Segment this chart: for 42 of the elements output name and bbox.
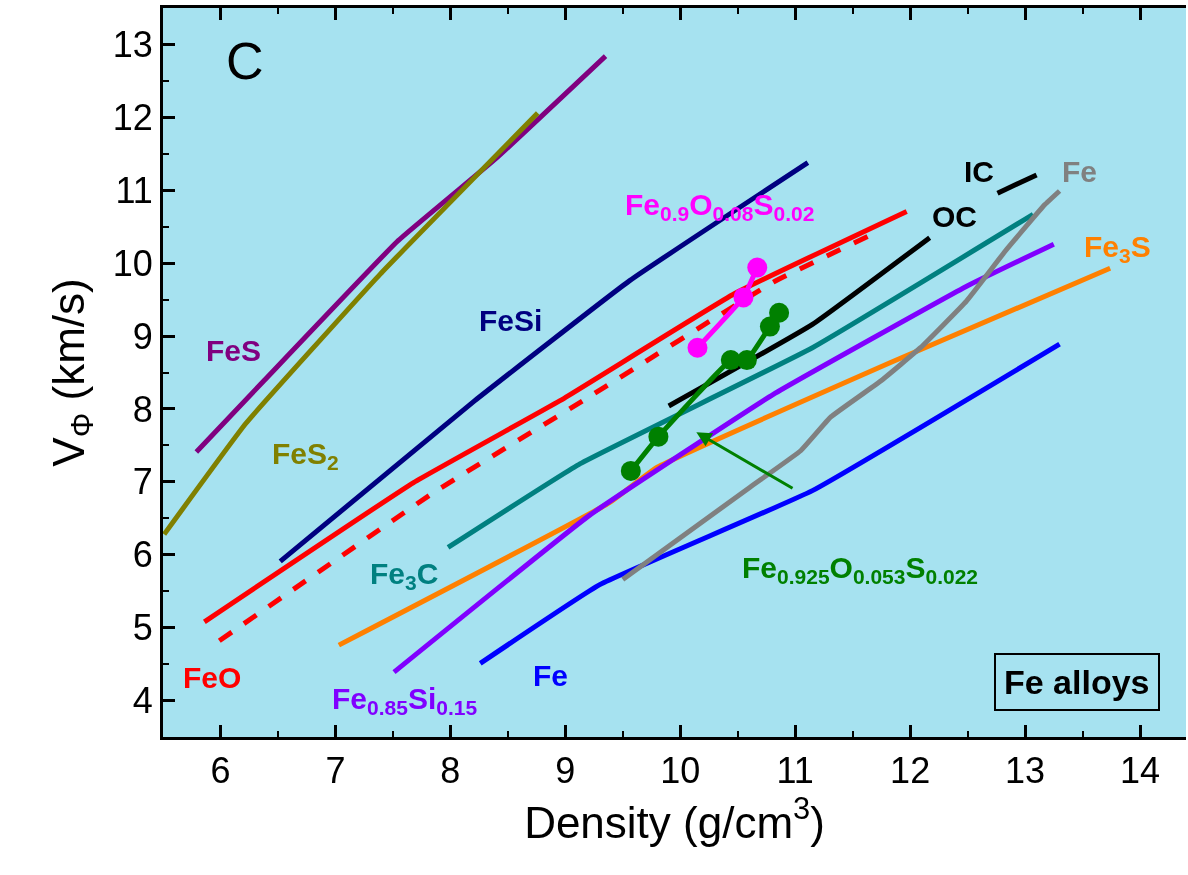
series-label: OC (932, 200, 977, 233)
text: Fe$_{0.925}$O$_{0.053}$S$_{0.022}$ (742, 551, 979, 589)
point (759, 316, 780, 337)
y-tick-label: 7 (132, 461, 153, 503)
point (648, 426, 669, 447)
annotation: C (226, 32, 264, 90)
series-label: Fe (533, 659, 569, 692)
series-label: IC (964, 155, 994, 188)
x-tick-label: 6 (210, 750, 231, 792)
point (687, 337, 708, 358)
y-tick-label: 11 (115, 169, 153, 211)
series-label: Fe$_{3}$C (370, 557, 439, 595)
series-label: FeO (183, 661, 242, 694)
point (747, 257, 768, 278)
y-tick-label: 4 (132, 680, 153, 722)
y-tick-label: 12 (112, 96, 153, 138)
x-tick-label: 9 (555, 750, 576, 792)
series-label: FeS (206, 334, 262, 367)
x-axis-title: Density (g/cm$^{3}$) (524, 791, 825, 847)
y-tick-label: 6 (132, 534, 153, 576)
x-tick-label: 8 (440, 750, 461, 792)
series-label: Fe$_{0.85}$Si$_{0.15}$ (332, 682, 478, 720)
y-tick-label: 9 (132, 315, 153, 357)
y-tick-label: 5 (132, 607, 153, 649)
series-label: Fe (1062, 155, 1098, 188)
x-tick-label: 12 (890, 750, 931, 792)
series-label: Fe$_{3}$S (1084, 230, 1151, 268)
point (733, 287, 754, 308)
point (620, 460, 641, 481)
point (736, 350, 757, 371)
y-tick-label: 10 (112, 242, 153, 284)
y-tick-label: 8 (132, 388, 153, 430)
x-tick-label: 13 (1005, 750, 1046, 792)
series-label: FeS$_{2}$ (272, 437, 339, 475)
x-tick-label: 10 (660, 750, 701, 792)
x-tick-label: 7 (325, 750, 346, 792)
point (769, 302, 790, 323)
annotation: Fe alloys (1004, 663, 1150, 701)
x-tick-label: 14 (1120, 750, 1161, 792)
series-label: FeSi (479, 304, 543, 337)
y-tick-label: 13 (112, 24, 153, 66)
x-tick-label: 11 (776, 750, 814, 792)
